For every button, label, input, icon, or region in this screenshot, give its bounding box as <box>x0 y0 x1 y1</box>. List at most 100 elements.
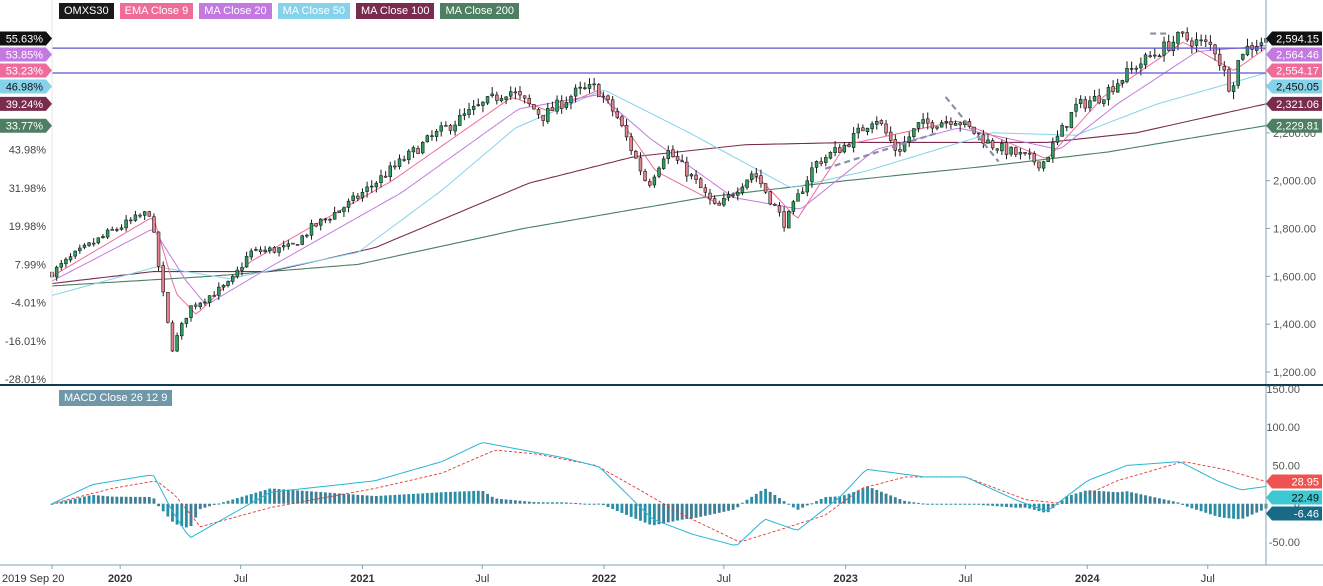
candle-body <box>439 125 443 132</box>
percent-value-tag-4-text: 39.24% <box>6 99 44 111</box>
candle-141 <box>703 184 708 197</box>
candle-body <box>939 122 944 128</box>
macd-legend[interactable]: MACD Close 26 12 9 <box>59 390 173 406</box>
candle-body <box>360 192 365 199</box>
macd-histogram-bar <box>690 503 693 519</box>
legend-omxs30[interactable]: OMXS30 <box>59 3 114 19</box>
legend-ma100[interactable]: MA Close 100 <box>355 3 435 19</box>
macd-histogram-bar <box>421 493 425 504</box>
macd-histogram-bar <box>708 503 712 515</box>
macd-histogram-bar <box>439 492 443 504</box>
percent-tick-label: 19.98% <box>9 221 47 233</box>
candle-28 <box>180 321 184 340</box>
candle-154 <box>763 183 768 194</box>
candle-body <box>1208 41 1213 45</box>
candle-body <box>569 96 573 104</box>
macd-histogram-bar <box>1153 497 1157 504</box>
legend-ma20[interactable]: MA Close 20 <box>199 3 272 19</box>
candle-169 <box>833 140 837 157</box>
candle-body <box>1032 153 1037 163</box>
candle-body <box>462 113 467 116</box>
candle-body <box>606 95 610 100</box>
candle-body <box>578 86 582 89</box>
candle-161 <box>796 188 800 202</box>
candle-body <box>1023 152 1027 154</box>
macd-histogram-bar <box>319 492 323 504</box>
macd-histogram-bar <box>805 503 809 506</box>
candle-129 <box>648 178 652 188</box>
candle-body <box>254 249 258 251</box>
candle-body <box>865 127 870 133</box>
macd-histogram-bar <box>958 503 962 505</box>
candle-90 <box>467 102 471 119</box>
candle-102 <box>522 95 527 104</box>
candle-body <box>485 96 490 104</box>
candle-196 <box>958 121 962 132</box>
macd-histogram-bar <box>1199 503 1203 512</box>
macd-histogram-bar <box>574 503 578 505</box>
legend-ma200[interactable]: MA Close 200 <box>440 3 519 19</box>
candle-89 <box>462 108 467 121</box>
macd-histogram-bar <box>180 503 184 527</box>
macd-histogram-bar <box>731 503 735 510</box>
macd-histogram-bar <box>435 492 439 504</box>
candle-10 <box>96 237 101 245</box>
candle-72 <box>383 171 388 178</box>
candle-body <box>782 211 786 228</box>
macd-histogram-bar <box>55 502 59 504</box>
candle-14 <box>115 227 119 233</box>
macd-histogram-bar <box>981 503 985 506</box>
macd-histogram-bar <box>1018 503 1022 508</box>
candle-body <box>740 186 745 193</box>
candle-99 <box>508 86 513 100</box>
macd-histogram-bar <box>1259 503 1263 511</box>
candle-185 <box>907 131 911 148</box>
candle-body <box>1041 161 1046 169</box>
candle-115 <box>583 82 587 91</box>
legend-ma50[interactable]: MA Close 50 <box>277 3 350 19</box>
candle-body <box>105 229 110 238</box>
candle-body <box>689 174 694 177</box>
candle-96 <box>495 91 499 105</box>
candle-body <box>467 109 471 115</box>
candle-19 <box>138 213 142 219</box>
candle-body <box>898 149 902 152</box>
macd-histogram-bar <box>930 503 934 505</box>
candle-body <box>1004 142 1009 155</box>
candle-106 <box>541 114 545 127</box>
candle-body <box>564 102 569 108</box>
candle-body <box>1037 161 1041 169</box>
macd-histogram-bar <box>550 502 554 504</box>
macd-histogram-bar <box>184 503 188 528</box>
macd-histogram-bar <box>1069 494 1073 504</box>
candle-94 <box>485 95 490 105</box>
macd-histogram-bar <box>486 493 489 504</box>
candle-body <box>309 223 314 236</box>
macd-histogram-bar <box>977 503 981 505</box>
candle-163 <box>805 175 810 197</box>
candle-156 <box>773 202 777 207</box>
legend-ema9[interactable]: EMA Close 9 <box>119 3 194 19</box>
macd-histogram-bar <box>1111 491 1115 504</box>
candle-1 <box>54 265 59 281</box>
price-value-tag-3: 2,450.05 <box>1266 79 1322 94</box>
candle-body <box>1111 86 1115 92</box>
macd-histogram-bar <box>1162 499 1166 504</box>
percent-value-tag-5: 33.77% <box>0 118 52 133</box>
macd-histogram-bar <box>759 490 763 504</box>
candle-152 <box>754 167 759 183</box>
candle-37 <box>221 284 226 291</box>
candle-40 <box>235 266 240 279</box>
candle-216 <box>1051 137 1055 163</box>
candle-body <box>235 269 240 277</box>
macd-histogram-bar <box>884 493 888 504</box>
candle-body <box>351 195 355 201</box>
candle-245 <box>1185 27 1189 43</box>
macd-signal-line <box>51 449 1267 542</box>
candle-body <box>851 133 856 148</box>
candle-body <box>907 136 911 143</box>
macd-value-tag-1-text: 22.49 <box>1291 493 1319 505</box>
candle-121 <box>610 95 615 117</box>
candle-body <box>981 134 986 144</box>
